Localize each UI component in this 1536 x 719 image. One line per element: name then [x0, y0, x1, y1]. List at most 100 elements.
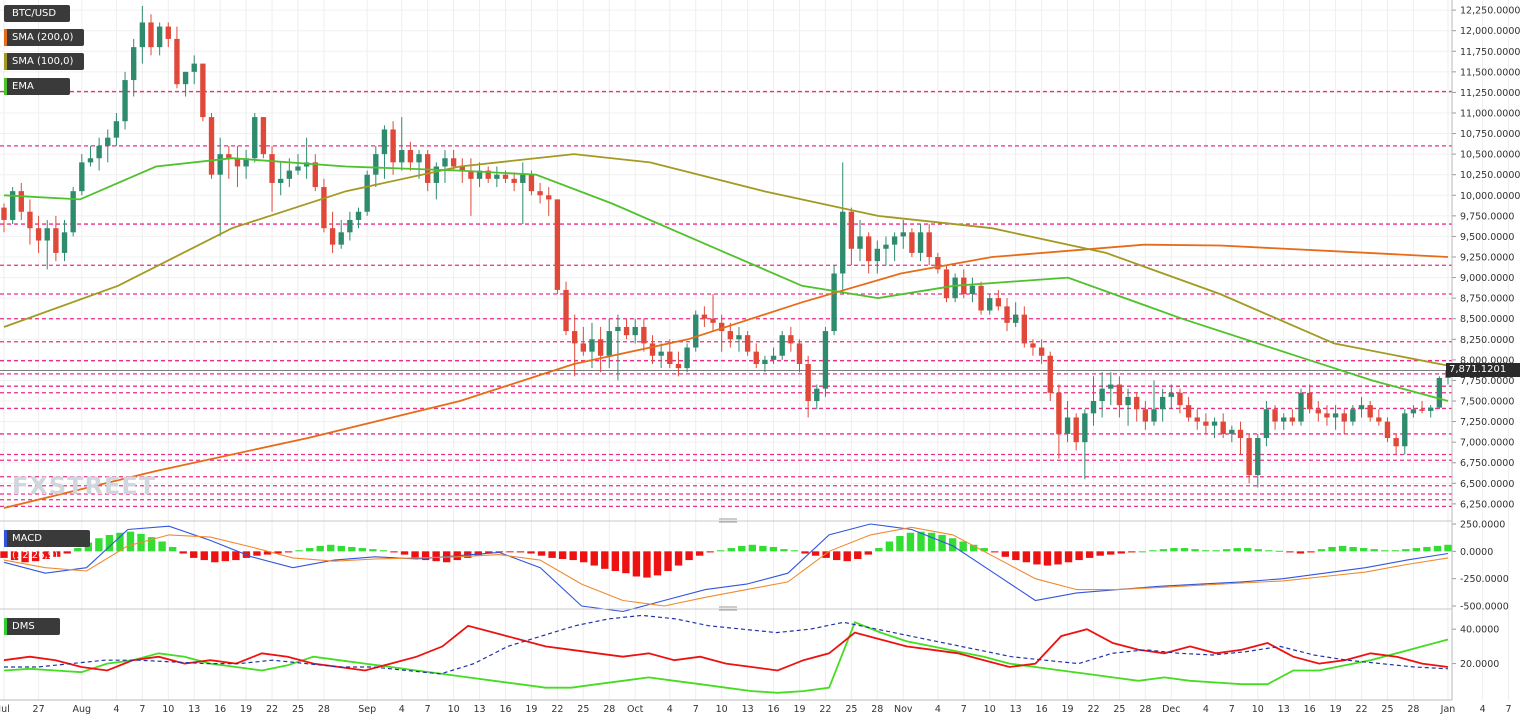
candle-body	[883, 244, 889, 249]
macd-histogram-bar	[327, 544, 335, 552]
macd-histogram-bar	[1191, 549, 1199, 552]
candle-body	[260, 117, 267, 155]
macd-histogram-bar	[759, 545, 767, 552]
candle-body	[1168, 392, 1174, 397]
candle-body	[35, 228, 42, 241]
dms-legend[interactable]: DMS (14)	[4, 618, 60, 649]
candle-body	[79, 162, 85, 192]
macd-histogram-bar	[1328, 546, 1336, 552]
x-tick-label: 16	[499, 704, 511, 715]
candle-body	[1298, 392, 1304, 422]
macd-histogram-bar	[643, 551, 651, 578]
candle-body	[1151, 409, 1157, 422]
macd-histogram-bar	[105, 534, 114, 552]
candle-body	[1030, 343, 1036, 348]
candle-body	[814, 388, 820, 402]
candle-body	[831, 273, 837, 332]
moving-averages	[3, 153, 1449, 509]
candle-body	[165, 26, 171, 39]
candle-body	[744, 335, 751, 352]
x-tick-label: Oct	[627, 704, 644, 715]
macd-histogram-bar	[653, 551, 662, 576]
macd-histogram-bar	[632, 551, 641, 577]
macd-histogram-bar	[1222, 549, 1231, 552]
candle-body	[226, 154, 232, 159]
candle-body	[1436, 377, 1443, 408]
macd-histogram-bar	[1212, 550, 1220, 552]
ema50-legend[interactable]: EMA (50,0)	[4, 78, 70, 109]
macd-histogram-bar	[875, 548, 883, 552]
macd-y-tick-label: -250.0000	[1460, 574, 1509, 585]
candle-body	[286, 170, 293, 179]
candle-body	[987, 298, 993, 311]
macd-histogram-bar	[1149, 550, 1157, 552]
macd-histogram-bar	[421, 551, 430, 561]
x-tick-label: 10	[1252, 704, 1264, 715]
macd-histogram-bar	[590, 551, 598, 566]
candle-body	[675, 363, 682, 369]
macd-legend[interactable]: MACD (12,26,9)	[4, 530, 90, 561]
dms-y-tick-label: 40.0000	[1460, 625, 1499, 636]
macd-histogram-bar	[917, 531, 925, 552]
macd-histogram-bar	[1054, 551, 1062, 565]
x-tick-label: 7	[1506, 704, 1512, 715]
macd-histogram-bar	[622, 551, 630, 574]
x-tick-label: 22	[551, 704, 563, 715]
dms-panel	[3, 614, 1449, 694]
y-tick-label: 6,250.0000	[1460, 499, 1514, 510]
macd-panel	[0, 523, 1452, 613]
macd-histogram-bar	[1317, 549, 1326, 552]
candle-body	[468, 170, 474, 179]
candle-body	[978, 285, 984, 311]
macd-histogram-bar	[369, 549, 377, 552]
candle-body	[321, 187, 327, 229]
macd-histogram-bar	[263, 551, 272, 555]
macd-histogram-bar	[21, 551, 29, 563]
candle-body	[53, 228, 59, 253]
x-tick-label: 28	[603, 704, 615, 715]
macd-histogram-bar	[769, 546, 778, 552]
candle-body	[779, 335, 785, 356]
symbol-label[interactable]: BTC/USD	[4, 5, 70, 22]
macd-histogram-bar	[1180, 548, 1189, 552]
macd-histogram-bar	[253, 551, 261, 556]
x-tick-label: Jan	[1440, 704, 1456, 715]
macd-histogram-bar	[727, 548, 735, 552]
candle-body	[1177, 392, 1183, 406]
macd-histogram-bar	[938, 534, 946, 552]
macd-histogram-bar	[980, 548, 988, 552]
candle-body	[122, 80, 128, 122]
macd-histogram-bar	[158, 541, 166, 552]
macd-histogram-bar	[601, 551, 609, 569]
y-tick-label: 11,500.0000	[1460, 67, 1520, 78]
macd-histogram-bar	[558, 551, 567, 559]
candle-body	[909, 232, 915, 253]
macd-y-tick-label: -500.0000	[1460, 602, 1509, 613]
dms-minus-line	[3, 624, 1449, 672]
macd-histogram-bar	[1138, 551, 1147, 553]
macd-histogram-bar	[906, 532, 915, 552]
x-tick-label: 19	[525, 704, 537, 715]
macd-histogram-bar	[1338, 545, 1347, 552]
panel-resize-handle[interactable]	[719, 518, 737, 523]
macd-histogram-bar	[53, 551, 61, 557]
candle-body	[1428, 407, 1434, 411]
candle-body	[139, 22, 146, 48]
sma100-legend[interactable]: SMA (100,0)	[4, 53, 84, 70]
macd-histogram-bar	[1117, 551, 1125, 554]
sma200-legend[interactable]: SMA (200,0)	[4, 29, 84, 46]
panel-resize-handle[interactable]	[719, 606, 737, 611]
macd-histogram-bar	[316, 545, 324, 552]
candle-body	[840, 211, 846, 274]
candle-body	[182, 71, 189, 85]
candle-body	[329, 228, 336, 245]
candle-body	[1082, 413, 1088, 443]
candle-body	[450, 158, 457, 167]
candle-body	[684, 347, 690, 369]
ema50-line	[3, 157, 1449, 402]
candle-body	[1237, 429, 1244, 439]
y-tick-label: 7,500.0000	[1460, 397, 1514, 408]
macd-histogram-bar	[811, 551, 820, 556]
candle-body	[373, 154, 379, 175]
y-tick-label: 9,000.0000	[1460, 273, 1514, 284]
